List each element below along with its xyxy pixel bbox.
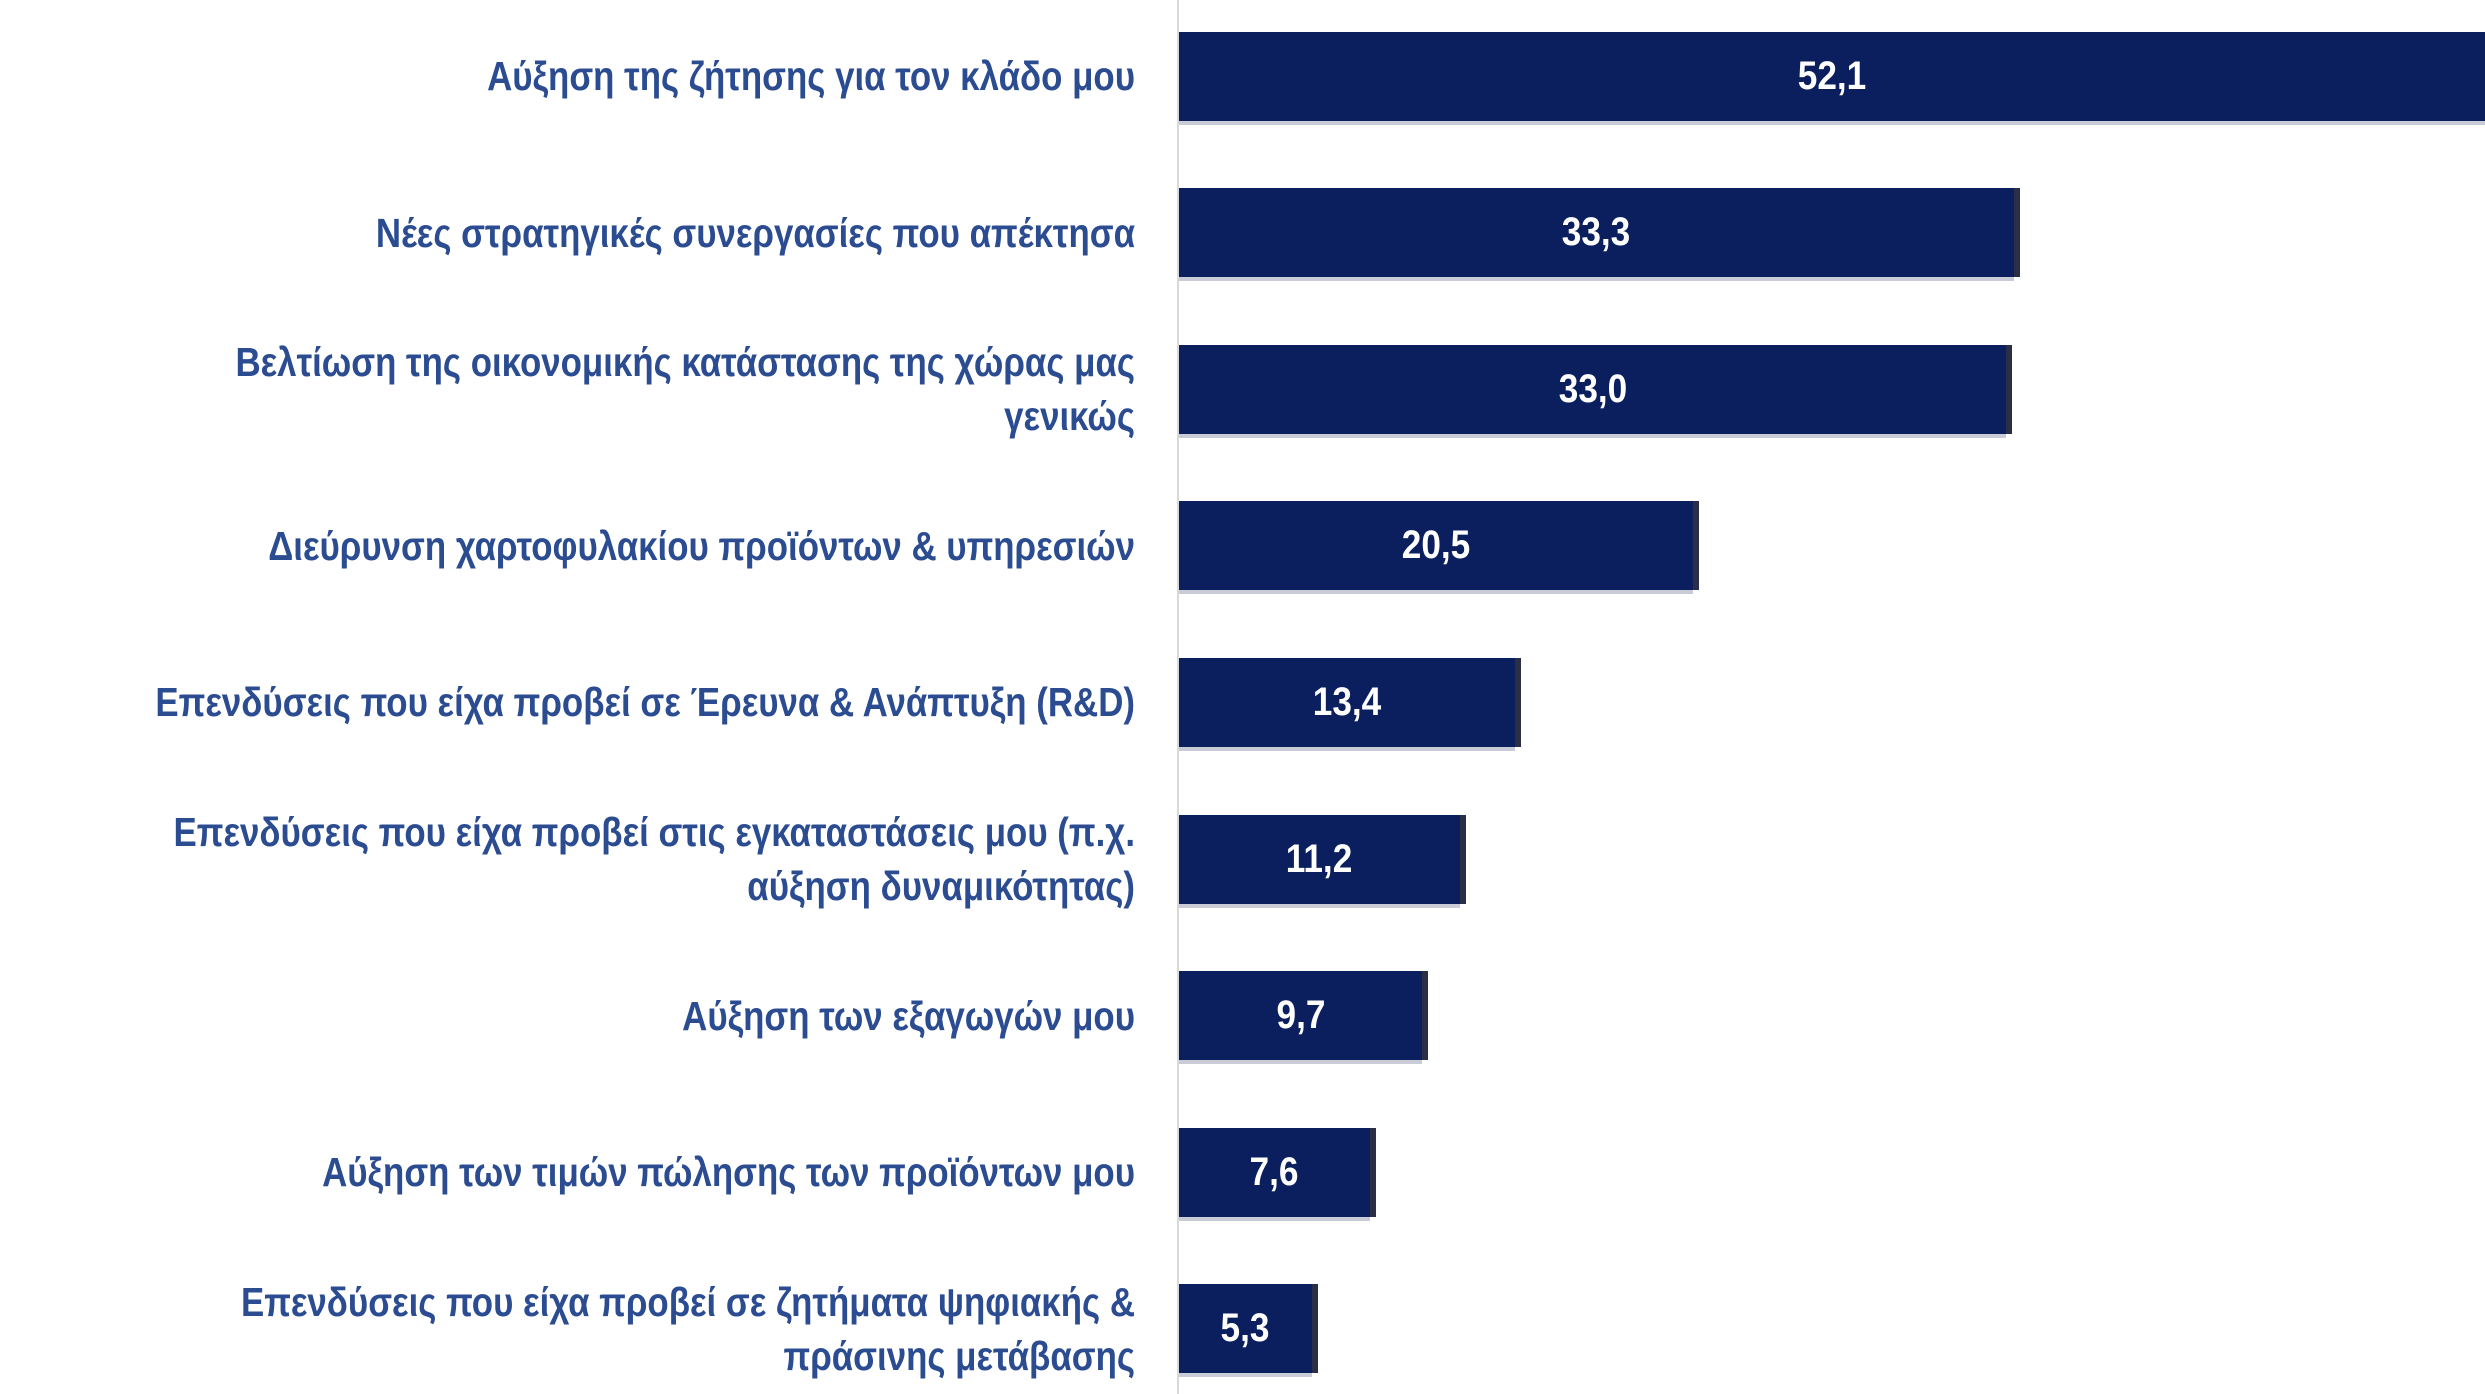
category-label: Αύξηση της ζήτησης για τον κλάδο μου	[487, 53, 1135, 99]
category-label: Βελτίωση της οικονομικής κατάστασης της …	[235, 339, 1135, 440]
category-label: Επενδύσεις που είχα προβεί σε Έρευνα & Α…	[155, 679, 1135, 726]
value-label: 13,4	[1312, 679, 1382, 724]
category-label: Επενδύσεις που είχα προβεί στις εγκαταστ…	[173, 809, 1135, 909]
bar	[1179, 188, 2014, 278]
value-label: 5,3	[1220, 1306, 1270, 1351]
value-label: 20,5	[1401, 523, 1471, 568]
value-label: 33,3	[1562, 210, 1631, 255]
bar	[1179, 814, 1460, 904]
value-label: 33,0	[1558, 366, 1627, 411]
value-label: 52,1	[1797, 53, 1867, 98]
bar	[1179, 657, 1515, 747]
bar	[1179, 971, 1423, 1061]
bar	[1179, 31, 2485, 121]
value-label: 11,2	[1286, 836, 1353, 881]
category-label: Διεύρυνση χαρτοφυλακίου προϊόντων & υπηρ…	[268, 522, 1135, 569]
category-label: Αύξηση των εξαγωγών μου	[682, 992, 1135, 1039]
value-label: 9,7	[1276, 993, 1326, 1038]
category-label: Νέες στρατηγικές συνεργασίες που απέκτησ…	[375, 209, 1135, 256]
value-label: 7,6	[1249, 1149, 1299, 1194]
bar	[1179, 1284, 1312, 1374]
bar	[1179, 344, 2007, 434]
bar	[1179, 501, 1693, 591]
category-label: Αύξηση των τιμών πώλησης των προϊόντων μ…	[322, 1149, 1136, 1196]
axis-line	[1177, 0, 1179, 1394]
category-label: Επενδύσεις που είχα προβεί σε ζητήματα ψ…	[240, 1278, 1135, 1379]
bar	[1179, 1127, 1370, 1217]
